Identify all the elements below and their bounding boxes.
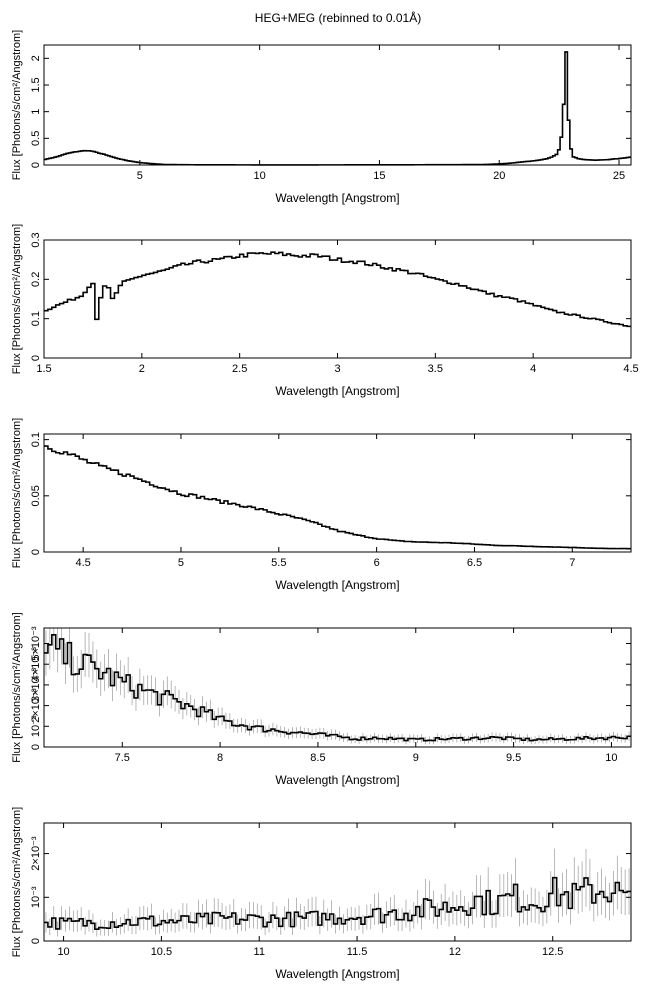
y-tick-label: 0 xyxy=(30,355,42,361)
error-bars-4 xyxy=(45,628,630,745)
x-tick-label: 10 xyxy=(57,946,69,958)
x-axis-label: Wavelength [Angstrom] xyxy=(275,191,399,205)
x-tick-label: 10.5 xyxy=(151,946,172,958)
y-axis-label: Flux [Photons/s/cm²/Angstrom] xyxy=(11,612,23,762)
y-tick-label: 10⁻³ xyxy=(30,886,42,908)
y-tick-label: 0.05 xyxy=(30,485,42,506)
spectrum-line-4 xyxy=(44,634,631,742)
y-axis-label: Flux [Photons/s/cm²/Angstrom] xyxy=(11,807,23,957)
y-tick-label: 5×10⁻³ xyxy=(30,626,42,661)
panel-2: 1.5 2 2.5 3 3.5 4 4.5 0 0.1 0.2 0.3 Wavelength [Ang… xyxy=(11,224,639,398)
y-tick-label: 2 xyxy=(30,55,42,61)
panel-4: 7.5 8 8.5 9 9.5 10 0 10⁻³2×10⁻³3×10⁻³4×10⁻³5×10… xyxy=(11,612,632,787)
spectrum-line-2 xyxy=(44,251,631,328)
y-tick-label: 3×10⁻³ xyxy=(30,667,42,702)
y-tick-label: 0.3 xyxy=(30,232,42,247)
plot-frame-1 xyxy=(43,44,632,166)
x-tick-label: 4.5 xyxy=(623,363,638,375)
panel-3: 4.5 5 5.5 6 6.5 7 0 0.05 0.1 Wavelength [Angstrom… xyxy=(11,418,632,592)
plot-frame-5 xyxy=(43,822,632,942)
x-tick-label: 4 xyxy=(530,363,536,375)
x-axis-label: Wavelength [Angstrom] xyxy=(275,578,399,592)
x-tick-label: 15 xyxy=(373,170,385,182)
x-tick-label: 25 xyxy=(613,170,625,182)
x-axis-label: Wavelength [Angstrom] xyxy=(275,773,399,787)
y-axis-label: Flux [Photons/s/cm²/Angstrom] xyxy=(11,30,23,180)
x-tick-label: 3.5 xyxy=(428,363,443,375)
panel-1: 5 10 15 20 25 0 0.5 1 1.5 2 Wavelength [Angstrom] F… xyxy=(11,30,632,205)
y-tick-label: 0 xyxy=(30,162,42,168)
spectrum-line-3 xyxy=(44,445,631,550)
x-axis-label: Wavelength [Angstrom] xyxy=(275,967,399,981)
y-tick-label: 1 xyxy=(30,109,42,115)
y-tick-label: 2×10⁻³ xyxy=(30,688,42,723)
x-tick-label: 20 xyxy=(493,170,505,182)
y-axis-label: Flux [Photons/s/cm²/Angstrom] xyxy=(11,418,23,568)
x-tick-label: 5 xyxy=(178,557,184,569)
y-tick-label: 0 xyxy=(30,744,42,750)
x-tick-label: 7 xyxy=(569,557,575,569)
x-tick-label: 2 xyxy=(139,363,145,375)
y-tick-label: 0.5 xyxy=(30,131,42,146)
spectrum-line-1 xyxy=(44,51,631,166)
x-tick-label: 5 xyxy=(137,170,143,182)
x-tick-label: 1.5 xyxy=(36,363,51,375)
y-tick-label: 0.1 xyxy=(30,432,42,447)
x-tick-label: 7.5 xyxy=(115,752,130,764)
x-tick-label: 2.5 xyxy=(232,363,247,375)
x-tick-label: 5.5 xyxy=(271,557,286,569)
y-tick-label: 10⁻³ xyxy=(30,715,42,737)
x-tick-label: 4.5 xyxy=(75,557,90,569)
x-tick-label: 6.5 xyxy=(467,557,482,569)
y-tick-label: 0 xyxy=(30,549,42,555)
panel-5: 10 10.5 11 11.5 12 12.5 0 10⁻³ 2×10⁻³ Wavelength … xyxy=(11,807,632,981)
y-tick-label: 0.1 xyxy=(30,311,42,326)
x-tick-label: 12 xyxy=(449,946,461,958)
y-tick-label: 0.2 xyxy=(30,272,42,287)
x-tick-label: 10 xyxy=(605,752,617,764)
y-tick-label: 4×10⁻³ xyxy=(30,647,42,682)
spectrum-line-5 xyxy=(44,876,631,930)
x-tick-label: 11.5 xyxy=(347,946,368,958)
x-tick-label: 8 xyxy=(217,752,223,764)
plot-frame-4 xyxy=(43,627,632,748)
y-tick-label: 2×10⁻³ xyxy=(30,836,42,871)
plot-frame-3 xyxy=(43,433,632,553)
x-tick-label: 8.5 xyxy=(310,752,325,764)
x-tick-label: 3 xyxy=(334,363,340,375)
x-tick-label: 11 xyxy=(254,946,265,958)
x-tick-label: 12.5 xyxy=(542,946,563,958)
y-tick-label: 0 xyxy=(30,938,42,944)
x-axis-label: Wavelength [Angstrom] xyxy=(275,384,399,398)
x-tick-label: 9.5 xyxy=(506,752,521,764)
figure-title: HEG+MEG (rebinned to 0.01Å) xyxy=(255,10,421,25)
x-tick-label: 10 xyxy=(254,170,266,182)
y-tick-label: 1.5 xyxy=(30,77,42,92)
x-tick-label: 6 xyxy=(374,557,380,569)
y-axis-label: Flux [Photons/s/cm²/Angstrom] xyxy=(11,224,23,374)
x-tick-label: 9 xyxy=(413,752,419,764)
